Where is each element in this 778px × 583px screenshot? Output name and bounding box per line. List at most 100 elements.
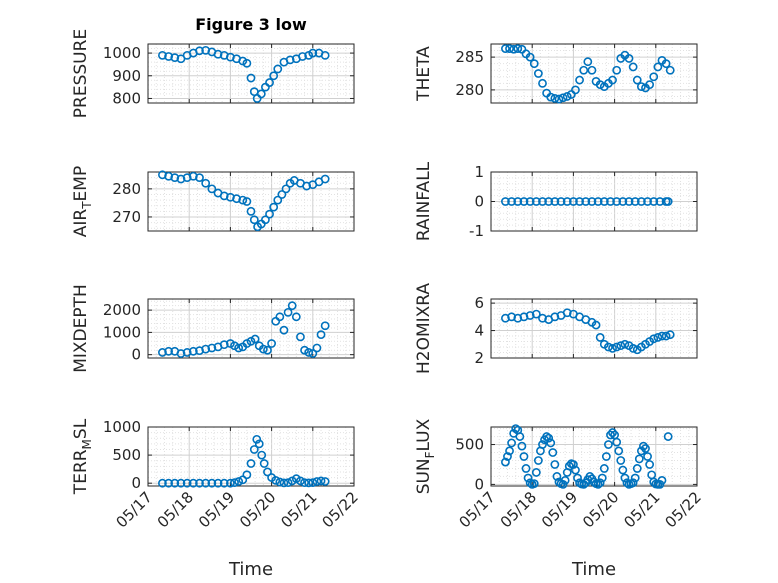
data-point — [645, 80, 655, 90]
y-axis-label: RAINFALL — [414, 161, 434, 241]
x-axis-label-left: Time — [228, 559, 273, 580]
data-point — [595, 478, 605, 488]
data-point — [558, 93, 568, 103]
data-point — [560, 476, 570, 485]
data-point — [593, 197, 603, 206]
data-point — [269, 71, 279, 81]
data-point — [630, 197, 640, 206]
data-point — [643, 452, 652, 461]
data-point — [655, 197, 665, 206]
data-point — [661, 331, 671, 341]
data-point — [515, 432, 525, 441]
x-tick-label: 05/18 — [154, 488, 197, 531]
data-point — [579, 65, 589, 75]
data-point — [618, 197, 628, 206]
y-tick-label: 0 — [474, 475, 484, 493]
subplot-pressure: 800 900 1000 PRESSURE — [71, 29, 355, 118]
data-point — [250, 334, 260, 344]
data-point — [291, 312, 301, 322]
data-point — [296, 332, 305, 342]
data-point — [542, 432, 552, 441]
data-point — [593, 480, 603, 489]
data-point — [616, 456, 626, 465]
data-point — [636, 197, 646, 206]
data-point — [569, 197, 578, 206]
data-point — [649, 197, 659, 206]
data-point — [164, 52, 173, 61]
data-point — [225, 478, 235, 488]
data-point — [252, 434, 262, 444]
data-point — [238, 195, 248, 205]
x-tick-label: 05/22 — [319, 488, 362, 531]
data-point — [219, 340, 229, 350]
data-point — [265, 78, 274, 87]
data-point — [573, 473, 582, 483]
data-point — [249, 445, 259, 454]
data-point — [312, 477, 322, 486]
data-point — [207, 478, 217, 488]
data-point — [649, 72, 659, 82]
data-point — [612, 197, 622, 206]
data-point — [312, 343, 322, 353]
data-point — [519, 452, 529, 461]
data-point — [273, 195, 283, 205]
subplot-air-temp: 270 280 AIRTEMP — [71, 166, 355, 237]
data-point — [531, 309, 541, 319]
data-point — [628, 478, 638, 488]
data-point — [246, 206, 256, 216]
data-point — [207, 343, 217, 353]
data-point — [501, 457, 510, 467]
y-tick-label: -1 — [469, 222, 484, 240]
data-point — [256, 89, 266, 99]
data-point — [308, 48, 318, 58]
y-tick-label: 2000 — [103, 301, 141, 319]
y-tick-label: 900 — [112, 67, 141, 85]
data-point — [195, 478, 204, 488]
y-axis-label: THETA — [414, 46, 434, 102]
data-point — [519, 197, 529, 206]
data-point — [587, 197, 597, 206]
data-point — [665, 330, 675, 340]
data-point — [583, 57, 593, 67]
data-point — [538, 197, 547, 206]
x-tick-label: 05/20 — [579, 488, 622, 531]
data-point — [242, 470, 252, 480]
x-tick-label: 05/22 — [662, 488, 705, 531]
y-tick-label: 800 — [112, 89, 141, 107]
data-point — [595, 80, 605, 90]
data-point — [523, 473, 533, 483]
data-point — [304, 348, 314, 357]
data-point — [259, 459, 269, 468]
data-point — [242, 197, 252, 206]
data-point — [300, 478, 309, 488]
data-point — [632, 75, 642, 85]
data-point — [316, 476, 326, 486]
y-tick-label: 0 — [131, 346, 141, 364]
data-point — [575, 75, 584, 85]
subplot-theta: 280 285 THETA — [414, 43, 698, 104]
data-point — [246, 73, 256, 83]
data-point — [529, 479, 539, 489]
data-point — [562, 92, 572, 101]
data-point — [254, 439, 264, 449]
data-point — [170, 53, 180, 63]
y-tick-label: 280 — [455, 81, 484, 99]
data-point — [275, 312, 285, 322]
data-point — [320, 477, 330, 486]
data-point — [505, 446, 514, 456]
y-axis-label: MIXDEPTH — [71, 284, 91, 373]
data-point — [275, 477, 285, 487]
data-point — [207, 184, 217, 194]
data-point — [630, 473, 640, 483]
x-axis-label-right: Time — [571, 559, 616, 580]
data-point — [287, 301, 297, 311]
data-point — [639, 441, 648, 451]
y-axis-label: H2OMIXRA — [414, 283, 434, 374]
data-point — [246, 459, 256, 468]
data-point — [587, 65, 597, 75]
data-point — [188, 478, 198, 488]
data-point — [622, 478, 632, 488]
y-tick-label: 0 — [474, 193, 484, 211]
data-point — [267, 339, 276, 348]
data-point — [501, 44, 510, 53]
